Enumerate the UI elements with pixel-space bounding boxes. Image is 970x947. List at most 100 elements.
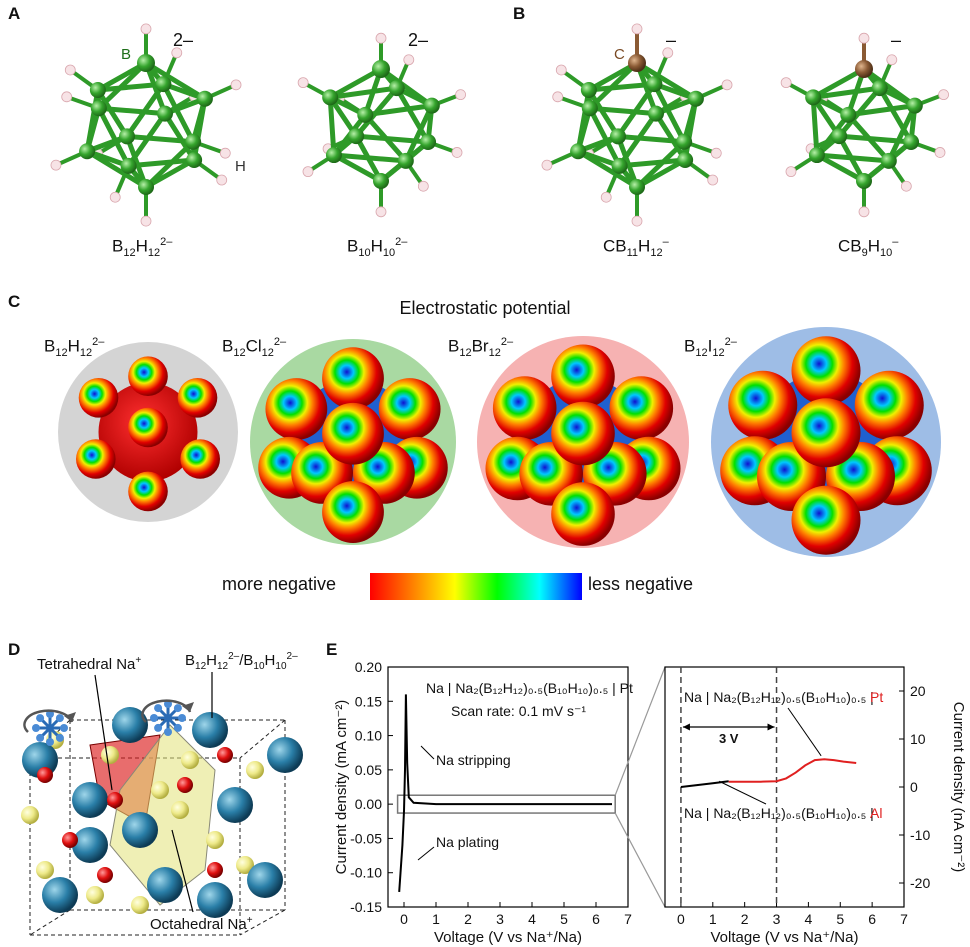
boron-atom [155,76,172,93]
bond-bb [162,111,197,163]
arrowhead [767,723,775,731]
bond-bb [587,105,623,169]
na-yellow-atom [86,886,104,904]
bond-bb [96,105,132,169]
esp-lobe [128,356,168,396]
atom [32,724,40,732]
boron-atom [388,80,405,97]
charge-b12h12: 2– [173,30,194,50]
anion-sphere [192,712,228,748]
bond-bb [143,157,197,190]
esp-lobe [551,344,615,409]
bond-bb [353,133,431,145]
y-tick-label: 0.20 [355,659,382,675]
boron-atom [581,100,598,117]
x-tick-label: 7 [624,911,632,927]
arrowhead [682,723,690,731]
na-red-atom [177,777,193,793]
na-yellow-atom [21,806,39,824]
hydrogen-atom [61,91,73,103]
boron-atom [805,89,822,106]
boron-atom [348,128,365,145]
bond-bb [653,111,688,163]
molecule-structures [50,23,950,227]
anion-sphere [147,867,183,903]
hydrogen-atom [171,47,183,59]
charge-cb9h10: – [891,30,902,50]
bond-bb [143,60,208,102]
boron-atom [325,147,342,164]
anion-sphere [197,882,233,918]
hydrogen-atom [140,23,152,35]
annotation-rate: Scan rate: 0.1 mV s⁻¹ [451,703,586,719]
octahedron [109,724,216,906]
annotation-cell: Na | Na₂(B₁₂H₁₂)₀.₅(B₁₀H₁₀)₀.₅ | Pt [426,680,633,696]
atom [60,724,68,732]
bond-bb [810,94,820,158]
esp-lobe [378,378,441,440]
annotation-pt-cell: Na | Na₂(B₁₂H₁₂)₀.₅(B₁₀H₁₀)₀.₅ | [684,689,874,705]
hydrogen-atom [710,147,722,159]
cluster [297,32,467,218]
esp-lobe [180,439,220,479]
na-yellow-atom [171,801,189,819]
esp-lobe [551,401,615,466]
na-red-atom [107,792,123,808]
hydrogen-atom [302,166,314,178]
hydrogen-atom [109,191,121,203]
atom [164,728,172,736]
x-tick-label: 6 [868,911,876,927]
x-tick-label: 0 [400,911,408,927]
esp-colorbar [370,573,582,600]
hydrogen-atom [707,174,719,186]
bond-bb [143,60,168,117]
y-tick-label: 0.15 [355,693,382,709]
na-yellow-atom [246,761,264,779]
boron-atom [322,89,339,106]
esp-lobe [492,376,557,440]
esp-lobe [609,376,674,440]
boron-atom [808,147,825,164]
bond-bb [124,133,196,145]
hydrogen-atom [662,47,674,59]
bond-bb [575,148,640,190]
cell-edge [239,719,286,759]
bond-bb [651,81,687,145]
boron-atom [687,90,704,107]
boron-atom [138,179,154,195]
bond-bb [160,81,196,145]
bond-bb [886,103,918,164]
na-yellow-atom [36,861,54,879]
leader-octahedral [171,829,194,913]
bond-bb [95,60,149,93]
esp-lobe [551,482,615,546]
y-axis-label: Current density (nA cm⁻²) [950,702,967,872]
series-line [728,758,857,783]
bond-bb [84,148,149,190]
y-tick-label: 20 [910,683,926,699]
formula-cb9h10: CB9H10– [838,236,899,260]
atom [55,733,64,742]
hydrogen-atom [50,159,62,171]
na-yellow-atom [181,751,199,769]
bond-bb [95,87,130,139]
boron-atom [871,80,888,97]
panel-letter-e: E [326,640,338,659]
y-tick-label: -0.10 [350,865,382,881]
x-tick-label: 1 [432,911,440,927]
esp-lobe [791,398,861,468]
leader-tetrahedral [94,674,113,791]
boron-atom [840,106,857,123]
hydrogen-atom [375,206,387,218]
y-tick-label: -0.15 [350,899,382,915]
anion-sphere [247,862,283,898]
x-tick-label: 5 [560,911,568,927]
cluster [50,23,242,227]
annotation-stripping: Na stripping [436,752,511,768]
boron-atom [580,82,597,99]
x-tick-label: 3 [496,911,504,927]
bond-bb [95,81,166,93]
chart-left-frame [387,666,629,908]
octahedral-label: Octahedral Na+ [150,915,253,933]
bond-bb [378,66,435,109]
